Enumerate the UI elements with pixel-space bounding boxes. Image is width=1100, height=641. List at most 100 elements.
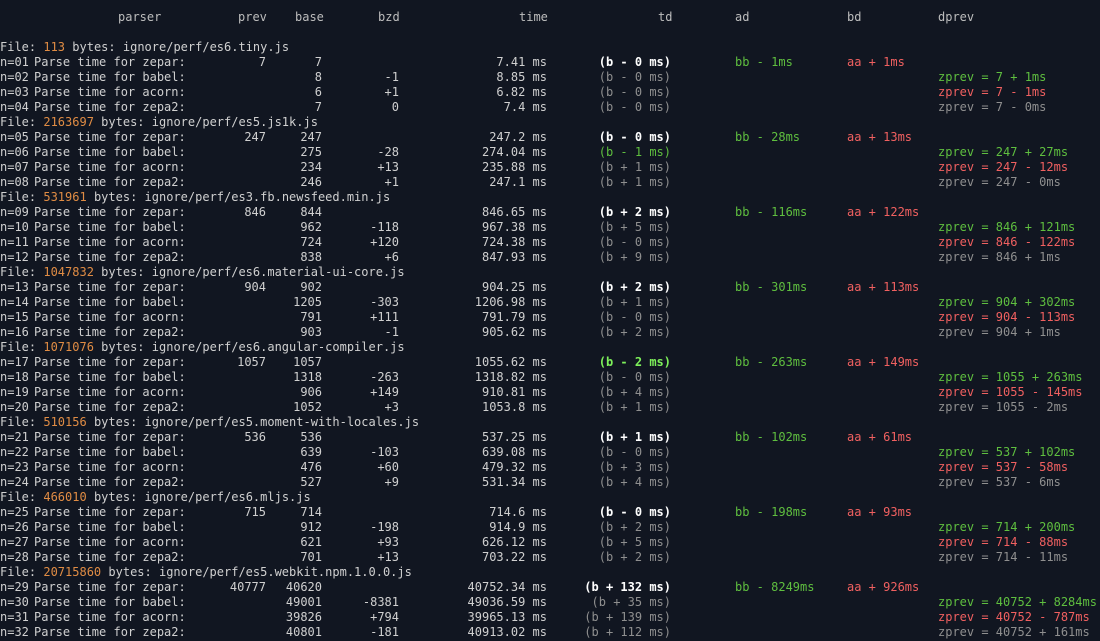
time-value: 1055.62 ms bbox=[474, 355, 547, 369]
result-row: n=23 Parse time for acorn: 476 +60 479.32 ms… bbox=[0, 460, 1100, 475]
parser-name: Parse time for babel: bbox=[34, 145, 186, 159]
file-line: File: 2163697 bytes: ignore/perf/es5.js1… bbox=[0, 115, 1100, 130]
parser-name: Parse time for babel: bbox=[34, 445, 186, 459]
run-index: n=21 bbox=[0, 430, 29, 444]
prev-value: 40777 bbox=[229, 580, 266, 594]
header-ad: ad bbox=[735, 10, 750, 24]
file-line: File: 1071076 bytes: ignore/perf/es6.ang… bbox=[0, 340, 1100, 355]
td-value: (b - 0 ms) bbox=[598, 70, 671, 84]
bzd-value: +3 bbox=[384, 400, 399, 414]
dprev-value: zprev = 40752 + 161ms bbox=[938, 625, 1090, 639]
bzd-value: +111 bbox=[370, 310, 399, 324]
parser-name: Parse time for acorn: bbox=[34, 160, 186, 174]
parser-name: Parse time for zepa2: bbox=[34, 250, 186, 264]
dprev-value: zprev = 846 - 122ms bbox=[938, 235, 1076, 249]
parser-name: Parse time for zepar: bbox=[34, 580, 186, 594]
prev-value: 1057 bbox=[237, 355, 266, 369]
file-path: ignore/perf/es6.angular-compiler.js bbox=[151, 340, 405, 354]
td-value: (b + 35 ms) bbox=[591, 595, 671, 609]
td-value: (b - 0 ms) bbox=[598, 505, 671, 519]
parser-name: Parse time for zepa2: bbox=[34, 400, 186, 414]
file-path: ignore/perf/es5.js1k.js bbox=[151, 115, 318, 129]
bzd-value: 0 bbox=[391, 100, 399, 114]
bytes-label: bytes: bbox=[101, 340, 145, 354]
result-row: n=10 Parse time for babel: 962 -118 967.38 m… bbox=[0, 220, 1100, 235]
file-size: 510156 bbox=[43, 415, 87, 429]
time-value: 639.08 ms bbox=[481, 445, 547, 459]
ad-value: bb - 301ms bbox=[735, 280, 808, 294]
dprev-value: zprev = 537 - 6ms bbox=[938, 475, 1061, 489]
prev-value: 7 bbox=[258, 55, 266, 69]
dprev-value: zprev = 40752 + 8284ms bbox=[938, 595, 1097, 609]
parser-name: Parse time for babel: bbox=[34, 595, 186, 609]
base-value: 838 bbox=[300, 250, 322, 264]
base-value: 7 bbox=[314, 100, 322, 114]
prev-value: 715 bbox=[244, 505, 266, 519]
bd-value: aa + 122ms bbox=[847, 205, 920, 219]
time-value: 1318.82 ms bbox=[474, 370, 547, 384]
td-value: (b + 1 ms) bbox=[598, 175, 671, 189]
td-value: (b + 1 ms) bbox=[598, 430, 671, 444]
result-row: n=13 Parse time for zepar: 904 902 904.25 ms… bbox=[0, 280, 1100, 295]
time-value: 6.82 ms bbox=[496, 85, 547, 99]
bzd-value: +794 bbox=[370, 610, 399, 624]
td-value: (b - 0 ms) bbox=[598, 310, 671, 324]
bzd-value: +6 bbox=[384, 250, 399, 264]
time-value: 7.4 ms bbox=[503, 100, 547, 114]
bd-value: aa + 93ms bbox=[847, 505, 913, 519]
parser-name: Parse time for zepa2: bbox=[34, 625, 186, 639]
ad-value: bb - 8249ms bbox=[735, 580, 815, 594]
result-row: n=08 Parse time for zepa2: 246 +1 247.1 ms (b… bbox=[0, 175, 1100, 190]
td-value: (b - 1 ms) bbox=[598, 145, 671, 159]
result-row: n=03 Parse time for acorn: 6 +1 6.82 ms (b - … bbox=[0, 85, 1100, 100]
bd-value: aa + 149ms bbox=[847, 355, 920, 369]
result-row: n=27 Parse time for acorn: 621 +93 626.12 ms… bbox=[0, 535, 1100, 550]
result-row: n=16 Parse time for zepa2: 903 -1 905.62 ms (… bbox=[0, 325, 1100, 340]
header-time: time bbox=[519, 10, 548, 24]
time-value: 791.79 ms bbox=[481, 310, 547, 324]
result-row: n=09 Parse time for zepar: 846 844 846.65 ms… bbox=[0, 205, 1100, 220]
base-value: 912 bbox=[300, 520, 322, 534]
time-value: 905.62 ms bbox=[481, 325, 547, 339]
result-row: n=32 Parse time for zepa2: 40801 -181 40913.… bbox=[0, 625, 1100, 640]
td-value: (b + 132 ms) bbox=[584, 580, 671, 594]
bd-value: aa + 113ms bbox=[847, 280, 920, 294]
result-row: n=21 Parse time for zepar: 536 536 537.25 ms… bbox=[0, 430, 1100, 445]
file-label: File: bbox=[0, 265, 37, 279]
header-row: parser prev base bzd time td ad bd dprev bbox=[0, 10, 1100, 25]
bzd-value: +1 bbox=[384, 85, 399, 99]
run-index: n=09 bbox=[0, 205, 29, 219]
time-value: 531.34 ms bbox=[481, 475, 547, 489]
dprev-value: zprev = 714 + 200ms bbox=[938, 520, 1076, 534]
prev-value: 536 bbox=[244, 430, 266, 444]
run-index: n=14 bbox=[0, 295, 29, 309]
dprev-value: zprev = 714 - 11ms bbox=[938, 550, 1069, 564]
time-value: 847.93 ms bbox=[481, 250, 547, 264]
time-value: 1053.8 ms bbox=[481, 400, 547, 414]
run-index: n=25 bbox=[0, 505, 29, 519]
td-value: (b + 112 ms) bbox=[584, 625, 671, 639]
run-index: n=24 bbox=[0, 475, 29, 489]
file-label: File: bbox=[0, 115, 37, 129]
file-path: ignore/perf/es6.mljs.js bbox=[144, 490, 311, 504]
result-row: n=26 Parse time for babel: 912 -198 914.9 ms… bbox=[0, 520, 1100, 535]
file-size: 1071076 bbox=[43, 340, 94, 354]
bytes-label: bytes: bbox=[101, 115, 145, 129]
dprev-value: zprev = 537 + 102ms bbox=[938, 445, 1076, 459]
run-index: n=28 bbox=[0, 550, 29, 564]
parser-name: Parse time for acorn: bbox=[34, 85, 186, 99]
run-index: n=03 bbox=[0, 85, 29, 99]
parser-name: Parse time for acorn: bbox=[34, 235, 186, 249]
file-size: 466010 bbox=[43, 490, 87, 504]
run-index: n=01 bbox=[0, 55, 29, 69]
dprev-value: zprev = 1055 + 263ms bbox=[938, 370, 1083, 384]
time-value: 910.81 ms bbox=[481, 385, 547, 399]
time-value: 274.04 ms bbox=[481, 145, 547, 159]
time-value: 247.1 ms bbox=[489, 175, 547, 189]
run-index: n=05 bbox=[0, 130, 29, 144]
base-value: 234 bbox=[300, 160, 322, 174]
result-row: n=15 Parse time for acorn: 791 +111 791.79 m… bbox=[0, 310, 1100, 325]
td-value: (b - 0 ms) bbox=[598, 100, 671, 114]
file-line: File: 466010 bytes: ignore/perf/es6.mljs… bbox=[0, 490, 1100, 505]
